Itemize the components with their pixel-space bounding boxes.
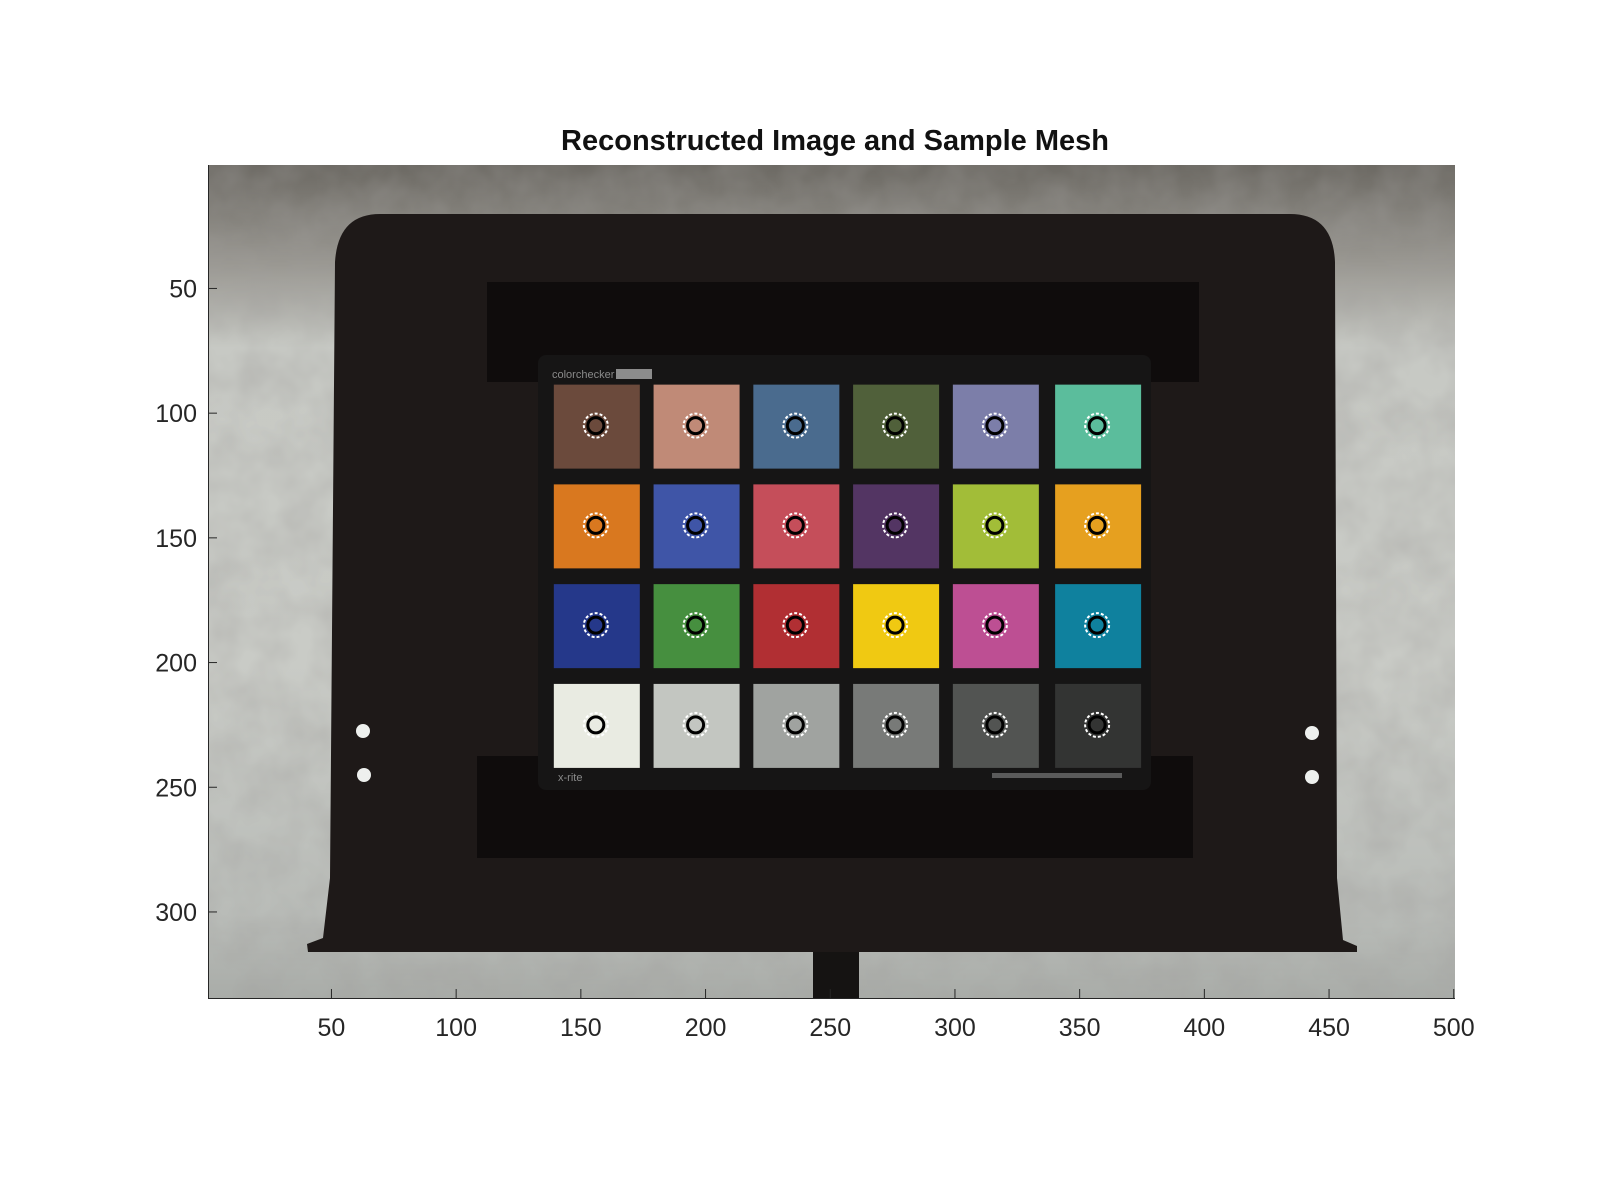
x-tick-label: 50 — [318, 1014, 346, 1042]
sample-marker-r2c1 — [582, 512, 609, 539]
x-tick-label: 450 — [1308, 1014, 1350, 1042]
y-tick-label: 250 — [155, 774, 197, 802]
chart-brand-bottom: x-rite — [558, 772, 582, 784]
axes-box — [208, 165, 1455, 999]
mount-hole-left-bottom — [357, 768, 371, 782]
sample-marker-r2c3 — [782, 512, 809, 539]
sample-marker-r1c2 — [682, 412, 709, 439]
y-tick-label: 200 — [155, 650, 197, 678]
chart-brand-tag — [616, 369, 652, 379]
sample-marker-r3c4 — [882, 612, 909, 639]
sample-marker-r3c2 — [682, 612, 709, 639]
x-axis-ticks: 50 100 150 200 250 300 350 400 450 500 — [318, 989, 1475, 1042]
x-tick-label: 300 — [934, 1014, 976, 1042]
x-tick-label: 400 — [1183, 1014, 1225, 1042]
sample-marker-r1c1 — [582, 412, 609, 439]
y-tick-label: 100 — [155, 400, 197, 428]
y-tick-label: 300 — [155, 899, 197, 927]
sample-marker-r1c5 — [981, 412, 1008, 439]
sample-marker-r4c1 — [582, 711, 609, 738]
sample-marker-r3c5 — [981, 612, 1008, 639]
x-tick-label: 150 — [560, 1014, 602, 1042]
y-axis-ticks: 50 100 150 200 250 300 — [155, 275, 217, 927]
sample-marker-r2c5 — [981, 512, 1008, 539]
chart-ruler — [992, 773, 1122, 778]
sample-marker-r4c2 — [682, 711, 709, 738]
sample-marker-r3c6 — [1084, 612, 1111, 639]
figure-title: Reconstructed Image and Sample Mesh — [561, 125, 1109, 157]
sample-marker-r1c3 — [782, 412, 809, 439]
sample-marker-r4c5 — [981, 711, 1008, 738]
sample-marker-r1c4 — [882, 412, 909, 439]
y-tick-label: 50 — [169, 275, 197, 303]
sample-marker-r3c1 — [582, 612, 609, 639]
x-tick-label: 500 — [1433, 1014, 1475, 1042]
mount-hole-right-top — [1305, 726, 1319, 740]
x-tick-label: 250 — [809, 1014, 851, 1042]
sample-marker-r2c6 — [1084, 512, 1111, 539]
image-content: colorchecker x-rite — [208, 165, 1455, 998]
sample-marker-r4c4 — [882, 711, 909, 738]
sample-marker-r3c3 — [782, 612, 809, 639]
sample-marker-r4c3 — [782, 711, 809, 738]
sample-mesh-markers — [582, 412, 1111, 738]
x-tick-label: 100 — [435, 1014, 477, 1042]
y-tick-label: 150 — [155, 525, 197, 553]
chart-brand-top: colorchecker — [552, 369, 615, 381]
x-tick-label: 350 — [1059, 1014, 1101, 1042]
mount-hole-right-bottom — [1305, 770, 1319, 784]
sample-marker-r2c2 — [682, 512, 709, 539]
x-tick-label: 200 — [685, 1014, 727, 1042]
mount-hole-left-top — [356, 724, 370, 738]
sample-marker-r1c6 — [1084, 412, 1111, 439]
sample-marker-r2c4 — [882, 512, 909, 539]
sample-marker-r4c6 — [1084, 711, 1111, 738]
